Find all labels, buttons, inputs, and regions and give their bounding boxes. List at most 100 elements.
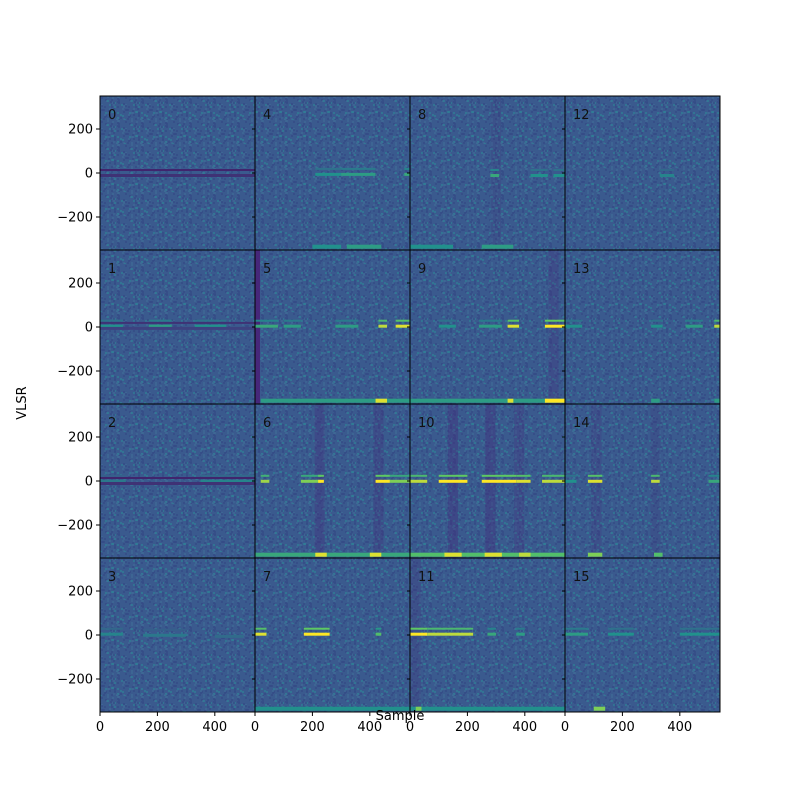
y-tick-label: −200 bbox=[57, 673, 93, 688]
streak bbox=[318, 474, 324, 477]
streak bbox=[283, 319, 301, 322]
streak bbox=[283, 324, 301, 328]
bottom-streak bbox=[415, 706, 422, 711]
bottom-streak bbox=[651, 398, 660, 403]
streak bbox=[679, 632, 720, 636]
streak bbox=[148, 324, 172, 328]
streak bbox=[530, 169, 548, 171]
streak bbox=[260, 479, 270, 483]
streak bbox=[410, 627, 428, 630]
streak bbox=[300, 479, 322, 483]
streak bbox=[194, 319, 227, 322]
streak bbox=[100, 479, 126, 483]
panel-label: 1 bbox=[108, 262, 116, 277]
panel-label: 9 bbox=[418, 262, 426, 277]
panel-label: 2 bbox=[108, 416, 116, 431]
streak bbox=[375, 627, 382, 630]
streak bbox=[481, 479, 517, 483]
y-tick-label: 200 bbox=[68, 431, 93, 446]
streak bbox=[708, 479, 720, 483]
streak bbox=[651, 319, 663, 322]
streak bbox=[200, 474, 255, 477]
streak bbox=[714, 324, 720, 328]
bottom-streak bbox=[444, 552, 462, 557]
x-tick-label: 0 bbox=[96, 720, 104, 735]
streak bbox=[404, 167, 410, 170]
panel-background bbox=[565, 96, 720, 250]
streak bbox=[651, 479, 660, 483]
x-tick-label: 200 bbox=[145, 720, 170, 735]
streak bbox=[315, 172, 342, 176]
y-tick-label: 0 bbox=[85, 167, 93, 182]
streak bbox=[395, 319, 410, 322]
streak bbox=[507, 324, 520, 328]
bottom-streak bbox=[312, 244, 342, 249]
panel-4: 4 bbox=[254, 95, 411, 251]
streak bbox=[341, 172, 376, 176]
panel-label: 5 bbox=[263, 262, 271, 277]
bottom-streak bbox=[484, 552, 502, 557]
bottom-streak bbox=[410, 244, 454, 249]
x-tick-label: 400 bbox=[202, 720, 227, 735]
panel-background bbox=[100, 96, 255, 250]
streak bbox=[395, 324, 410, 328]
streak bbox=[255, 632, 267, 636]
streak bbox=[315, 167, 342, 170]
streak bbox=[714, 319, 720, 322]
streak bbox=[375, 474, 390, 477]
streak bbox=[530, 174, 548, 177]
streak bbox=[100, 482, 255, 485]
streak bbox=[544, 324, 565, 328]
streak bbox=[389, 474, 410, 477]
x-tick-label: 400 bbox=[357, 720, 382, 735]
streak bbox=[100, 632, 123, 636]
streak bbox=[565, 474, 577, 477]
panel-label: 7 bbox=[263, 570, 271, 585]
streak bbox=[300, 474, 322, 477]
panel-label: 13 bbox=[573, 262, 590, 277]
streak bbox=[427, 627, 474, 630]
streak bbox=[651, 324, 663, 328]
panel-12: 12 bbox=[564, 95, 721, 251]
bottom-streak bbox=[346, 244, 382, 249]
bottom-streak bbox=[410, 706, 565, 711]
x-tick-label: 200 bbox=[610, 720, 635, 735]
y-tick-label: −200 bbox=[57, 211, 93, 226]
panel-label: 0 bbox=[108, 108, 116, 123]
streak bbox=[490, 174, 499, 177]
streak bbox=[438, 324, 456, 328]
panel-6: 6 bbox=[254, 403, 411, 559]
panel-background bbox=[410, 96, 565, 250]
panel-0: 0 bbox=[99, 95, 256, 251]
panel-11: 11 bbox=[409, 557, 566, 713]
streak bbox=[587, 479, 603, 483]
panel-1: 1 bbox=[99, 249, 256, 405]
streak bbox=[194, 324, 227, 328]
panel-label: 14 bbox=[573, 416, 590, 431]
streak bbox=[565, 479, 577, 483]
streak bbox=[255, 324, 278, 328]
panel-15: 15 bbox=[564, 557, 721, 713]
streak bbox=[100, 326, 255, 330]
bottom-streak bbox=[519, 552, 531, 557]
bottom-streak bbox=[315, 552, 327, 557]
streak bbox=[542, 474, 565, 477]
y-tick-label: 200 bbox=[68, 277, 93, 292]
streak bbox=[214, 629, 244, 632]
streak bbox=[608, 627, 634, 630]
streak bbox=[565, 632, 588, 636]
bottom-streak bbox=[481, 244, 514, 249]
streak bbox=[516, 479, 531, 483]
streak bbox=[708, 474, 720, 477]
panel-label: 6 bbox=[263, 416, 271, 431]
streak bbox=[516, 632, 525, 636]
streak bbox=[410, 474, 428, 477]
bottom-streak bbox=[255, 552, 410, 557]
panel-2: 2 bbox=[99, 403, 256, 559]
panel-10: 10 bbox=[409, 403, 566, 559]
vertical-band bbox=[491, 96, 502, 250]
streak bbox=[335, 324, 359, 328]
